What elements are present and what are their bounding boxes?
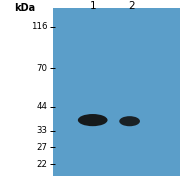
FancyBboxPatch shape bbox=[53, 8, 180, 176]
Text: 70: 70 bbox=[37, 64, 48, 73]
Text: 27: 27 bbox=[37, 143, 48, 152]
Text: kDa: kDa bbox=[14, 3, 35, 13]
Ellipse shape bbox=[119, 116, 140, 126]
Text: 33: 33 bbox=[37, 126, 48, 135]
Text: 44: 44 bbox=[37, 102, 48, 111]
Text: 1: 1 bbox=[90, 1, 97, 11]
Text: 116: 116 bbox=[31, 22, 48, 31]
Text: 22: 22 bbox=[37, 160, 48, 169]
Ellipse shape bbox=[78, 114, 108, 126]
Text: 2: 2 bbox=[128, 1, 135, 11]
